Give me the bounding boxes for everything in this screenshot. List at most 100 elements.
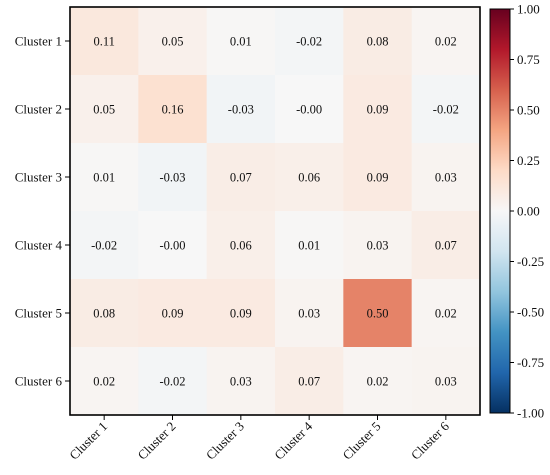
- cell-value-label: -0.00: [159, 239, 185, 253]
- cell-value-label: 0.03: [435, 171, 457, 185]
- x-tick-label: Cluster 4: [271, 418, 315, 462]
- cell-value-label: 0.09: [230, 307, 252, 321]
- heatmap-cell: [70, 347, 139, 416]
- cell-value-label: 0.05: [93, 103, 115, 117]
- heatmap-cell-labels: 0.11 0.05 0.01 -0.02 0.08 0.02 0.05 0.16 -0.03 -0…: [91, 35, 459, 389]
- heatmap-cell: [275, 211, 344, 280]
- heatmap-cell: [206, 211, 276, 280]
- heatmap-cell: [138, 211, 208, 280]
- cell-value-label: 0.09: [367, 171, 389, 185]
- heatmap-cell: [70, 143, 139, 212]
- heatmap-cell: [138, 347, 208, 416]
- x-axis-ticks: Cluster 1 Cluster 2 Cluster 3 Cluster 4 Clus…: [66, 415, 452, 463]
- y-tick-label: Cluster 1: [15, 34, 62, 49]
- colorbar-tick-label: -1.00: [517, 406, 544, 421]
- cell-value-label: 0.08: [367, 35, 389, 49]
- cell-value-label: -0.02: [91, 239, 117, 253]
- y-axis-ticks: Cluster 1 Cluster 2 Cluster 3 Cluster 4 Clus…: [15, 34, 70, 389]
- cell-value-label: 0.08: [93, 307, 115, 321]
- colorbar-tick-label: 0.00: [517, 204, 540, 219]
- y-tick-label: Cluster 2: [15, 102, 62, 117]
- cell-value-label: 0.02: [93, 375, 115, 389]
- heatmap-cell: [343, 211, 413, 280]
- colorbar-tick-label: -0.50: [517, 305, 544, 320]
- colorbar-ticks: 1.00 0.75 0.50 0.25 0.00 -0.25 -0.50 -0.75 -1.00: [510, 2, 544, 421]
- colorbar-tick-label: 1.00: [517, 2, 540, 17]
- x-tick-label: Cluster 6: [408, 418, 452, 462]
- heatmap-cell: [343, 7, 413, 76]
- heatmap-cell: [275, 143, 344, 212]
- heatmap-cell: [206, 75, 276, 144]
- colorbar-tick-label: -0.25: [517, 254, 544, 269]
- heatmap-cell: [70, 211, 139, 280]
- cell-value-label: -0.02: [433, 103, 459, 117]
- heatmap-cell: [343, 347, 413, 416]
- colorbar: 1.00 0.75 0.50 0.25 0.00 -0.25 -0.50 -0.75 -1.00: [489, 2, 544, 421]
- heatmap-cell: [206, 347, 276, 416]
- cell-value-label: 0.02: [435, 307, 457, 321]
- cell-value-label: 0.02: [367, 375, 389, 389]
- cell-value-label: 0.50: [367, 307, 389, 321]
- colorbar-tick-label: 0.75: [517, 52, 540, 67]
- heatmap-cells: [70, 7, 481, 416]
- cell-value-label: 0.07: [435, 239, 457, 253]
- cell-value-label: 0.03: [367, 239, 389, 253]
- cell-value-label: 0.01: [298, 239, 320, 253]
- cell-value-label: 0.03: [230, 375, 252, 389]
- colorbar-tick-label: -0.75: [517, 355, 544, 370]
- heatmap-cell: [411, 347, 481, 416]
- cell-value-label: -0.02: [296, 35, 322, 49]
- heatmap-cell: [206, 7, 276, 76]
- x-tick-label: Cluster 3: [203, 419, 247, 463]
- heatmap-cell: [275, 75, 344, 144]
- heatmap-cell: [411, 211, 481, 280]
- x-tick-label: Cluster 1: [66, 419, 110, 463]
- heatmap-cell: [206, 279, 276, 348]
- heatmap-cell: [411, 7, 481, 76]
- cell-value-label: 0.06: [298, 171, 320, 185]
- heatmap-cell: [138, 75, 208, 144]
- heatmap-cell: [275, 347, 344, 416]
- cell-value-label: 0.03: [298, 307, 320, 321]
- heatmap-cell: [70, 75, 139, 144]
- cell-value-label: 0.16: [162, 103, 184, 117]
- colorbar-gradient: [489, 8, 511, 414]
- y-tick-label: Cluster 4: [15, 238, 63, 253]
- heatmap-cell: [343, 75, 413, 144]
- x-tick-label: Cluster 2: [135, 419, 179, 463]
- heatmap-cell: [411, 143, 481, 212]
- heatmap-cell: [411, 279, 481, 348]
- cell-value-label: -0.00: [296, 103, 322, 117]
- heatmap-cell: [411, 75, 481, 144]
- cell-value-label: 0.05: [162, 35, 184, 49]
- colorbar-tick-label: 0.50: [517, 103, 540, 118]
- cell-value-label: -0.03: [159, 171, 185, 185]
- cell-value-label: 0.02: [435, 35, 457, 49]
- x-tick-label: Cluster 5: [340, 419, 384, 463]
- cell-value-label: 0.03: [435, 375, 457, 389]
- cell-value-label: 0.07: [298, 375, 320, 389]
- colorbar-tick-label: 0.25: [517, 153, 540, 168]
- cell-value-label: 0.09: [367, 103, 389, 117]
- plot-frame: [69, 6, 481, 416]
- heatmap-cell: [70, 7, 139, 76]
- cell-value-label: 0.01: [93, 171, 115, 185]
- heatmap-cell: [275, 279, 344, 348]
- heatmap-cell: [206, 143, 276, 212]
- cell-value-label: 0.06: [230, 239, 252, 253]
- heatmap-cell: [70, 279, 139, 348]
- cell-value-label: 0.11: [93, 35, 114, 49]
- y-tick-label: Cluster 3: [15, 170, 62, 185]
- cell-value-label: 0.01: [230, 35, 252, 49]
- heatmap-cell: [138, 279, 208, 348]
- cell-value-label: 0.07: [230, 171, 252, 185]
- cell-value-label: 0.09: [162, 307, 184, 321]
- cell-value-label: -0.02: [159, 375, 185, 389]
- heatmap-cell: [343, 143, 413, 212]
- heatmap-cell: [343, 279, 413, 348]
- y-tick-label: Cluster 5: [15, 306, 62, 321]
- heatmap-cell: [275, 7, 344, 76]
- y-tick-label: Cluster 6: [15, 374, 63, 389]
